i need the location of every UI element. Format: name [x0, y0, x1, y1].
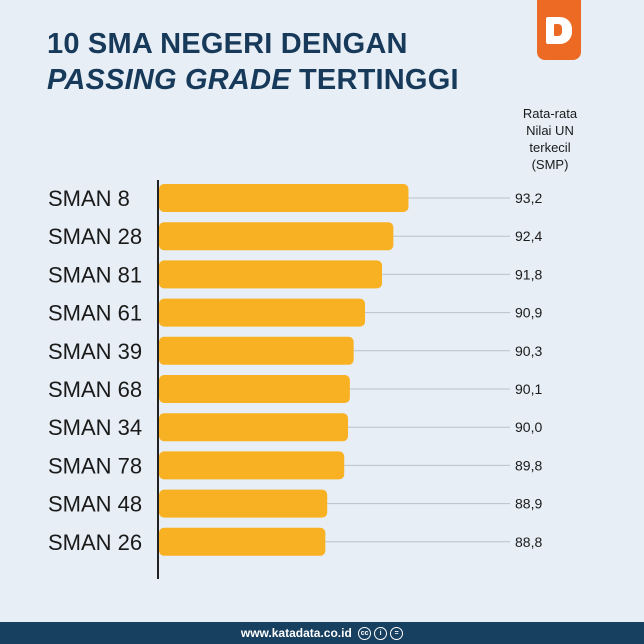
value-column-header: Rata-rata Nilai UN terkecil (SMP) — [505, 105, 595, 173]
category-label: SMAN 68 — [48, 377, 142, 402]
category-label: SMAN 78 — [48, 453, 142, 478]
nd-icon: = — [390, 627, 404, 641]
category-label: SMAN 39 — [48, 339, 142, 364]
category-label: SMAN 8 — [48, 186, 130, 211]
katadata-logo — [537, 0, 581, 60]
bar — [159, 336, 354, 365]
footer: www.katadata.co.id cc i = — [0, 622, 644, 644]
value-label: 90,3 — [515, 343, 542, 359]
value-label: 89,8 — [515, 457, 542, 473]
bar — [159, 489, 328, 518]
value-label: 90,9 — [515, 305, 542, 321]
bar — [159, 298, 366, 327]
title-italic: PASSING GRADE — [47, 64, 291, 96]
bar — [159, 451, 345, 480]
header-line-3: (SMP) — [531, 157, 569, 172]
value-label: 90,1 — [515, 381, 542, 397]
logo-d-icon — [546, 17, 572, 44]
value-label: 90,0 — [515, 419, 542, 435]
value-label: 92,4 — [515, 228, 542, 244]
bar — [159, 260, 383, 289]
bar — [159, 184, 409, 212]
category-label: SMAN 81 — [48, 262, 142, 287]
value-label: 91,8 — [515, 266, 542, 282]
bar — [159, 375, 350, 403]
category-label: SMAN 61 — [48, 301, 142, 326]
title-rest: TERTINGGI — [290, 64, 459, 96]
category-label: SMAN 34 — [48, 415, 142, 440]
by-icon: i — [374, 627, 388, 641]
category-label: SMAN 26 — [48, 530, 142, 555]
category-label: SMAN 28 — [48, 224, 142, 249]
header-line-1: Rata-rata — [522, 106, 578, 121]
cc-icon: cc — [358, 627, 372, 641]
value-label: 93,2 — [515, 190, 542, 206]
category-label: SMAN 48 — [48, 492, 142, 517]
bar — [159, 413, 348, 442]
y-axis-line — [157, 180, 159, 579]
footer-url: www.katadata.co.id — [240, 626, 352, 640]
header-line-2: Nilai UN terkecil — [526, 123, 574, 155]
bar — [159, 222, 394, 251]
title-line-1: 10 SMA NEGERI DENGAN — [47, 28, 408, 60]
chart-title: 10 SMA NEGERI DENGAN PASSING GRADE TERTI… — [47, 26, 459, 98]
value-label: 88,9 — [515, 496, 542, 512]
bar — [159, 527, 326, 556]
title-line-2: PASSING GRADE TERTINGGI — [47, 62, 459, 98]
value-label: 88,8 — [515, 534, 542, 550]
